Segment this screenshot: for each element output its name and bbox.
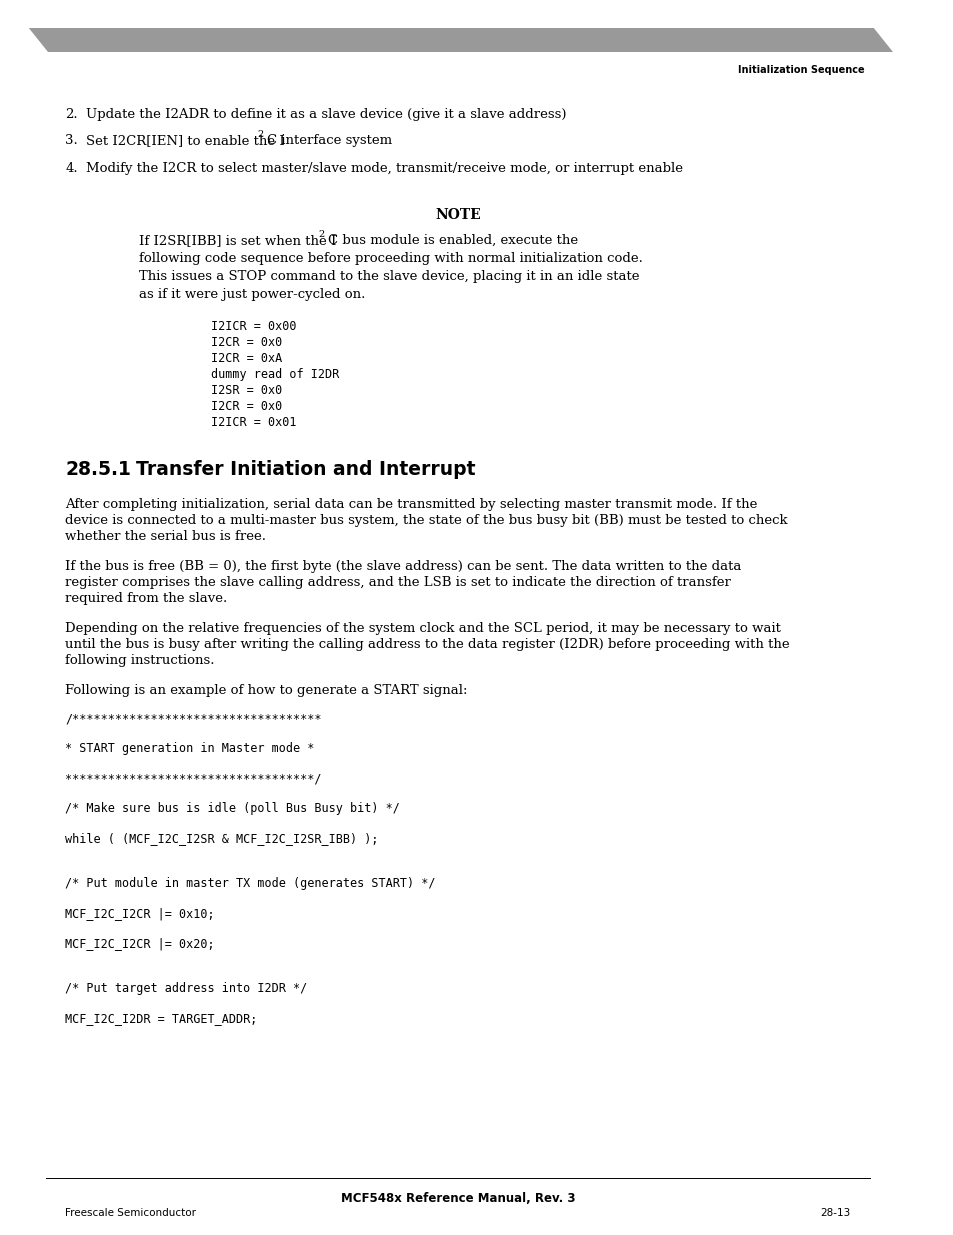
Text: I2SR = 0x0: I2SR = 0x0 <box>211 384 282 396</box>
Text: following instructions.: following instructions. <box>65 655 214 667</box>
Text: MCF_I2C_I2CR |= 0x20;: MCF_I2C_I2CR |= 0x20; <box>65 937 214 950</box>
Text: until the bus is busy after writing the calling address to the data register (I2: until the bus is busy after writing the … <box>65 638 789 651</box>
Text: After completing initialization, serial data can be transmitted by selecting mas: After completing initialization, serial … <box>65 498 757 511</box>
Text: If I2SR[IBB] is set when the I: If I2SR[IBB] is set when the I <box>139 233 336 247</box>
Text: whether the serial bus is free.: whether the serial bus is free. <box>65 530 266 543</box>
Text: I2CR = 0x0: I2CR = 0x0 <box>211 336 282 350</box>
Text: as if it were just power-cycled on.: as if it were just power-cycled on. <box>139 288 365 301</box>
Text: MCF_I2C_I2DR = TARGET_ADDR;: MCF_I2C_I2DR = TARGET_ADDR; <box>65 1011 257 1025</box>
Text: NOTE: NOTE <box>435 207 480 222</box>
Text: I2CR = 0xA: I2CR = 0xA <box>211 352 282 366</box>
Text: Depending on the relative frequencies of the system clock and the SCL period, it: Depending on the relative frequencies of… <box>65 622 781 635</box>
Text: Set I2CR[IEN] to enable the I: Set I2CR[IEN] to enable the I <box>87 135 285 147</box>
Text: Initialization Sequence: Initialization Sequence <box>737 65 863 75</box>
Text: dummy read of I2DR: dummy read of I2DR <box>211 368 339 382</box>
Text: 28-13: 28-13 <box>820 1208 850 1218</box>
Polygon shape <box>29 28 892 52</box>
Text: MCF548x Reference Manual, Rev. 3: MCF548x Reference Manual, Rev. 3 <box>340 1192 575 1205</box>
Text: C interface system: C interface system <box>267 135 392 147</box>
Text: while ( (MCF_I2C_I2SR & MCF_I2C_I2SR_IBB) );: while ( (MCF_I2C_I2SR & MCF_I2C_I2SR_IBB… <box>65 832 378 845</box>
Text: I2ICR = 0x01: I2ICR = 0x01 <box>211 416 296 429</box>
Text: /***********************************: /*********************************** <box>65 713 321 725</box>
Text: required from the slave.: required from the slave. <box>65 592 228 605</box>
Text: MCF_I2C_I2CR |= 0x10;: MCF_I2C_I2CR |= 0x10; <box>65 906 214 920</box>
Text: register comprises the slave calling address, and the LSB is set to indicate the: register comprises the slave calling add… <box>65 576 730 589</box>
Text: 2: 2 <box>257 130 263 140</box>
Text: /* Put target address into I2DR */: /* Put target address into I2DR */ <box>65 982 307 995</box>
Text: 28.5.1: 28.5.1 <box>65 459 131 479</box>
Text: 4.: 4. <box>65 162 78 175</box>
Text: Update the I2ADR to define it as a slave device (give it a slave address): Update the I2ADR to define it as a slave… <box>87 107 566 121</box>
Text: Transfer Initiation and Interrupt: Transfer Initiation and Interrupt <box>136 459 476 479</box>
Text: /* Make sure bus is idle (poll Bus Busy bit) */: /* Make sure bus is idle (poll Bus Busy … <box>65 802 399 815</box>
Text: Modify the I2CR to select master/slave mode, transmit/receive mode, or interrupt: Modify the I2CR to select master/slave m… <box>87 162 682 175</box>
Text: 2.: 2. <box>65 107 78 121</box>
Text: I2CR = 0x0: I2CR = 0x0 <box>211 400 282 412</box>
Text: If the bus is free (BB = 0), the first byte (the slave address) can be sent. The: If the bus is free (BB = 0), the first b… <box>65 559 740 573</box>
Text: device is connected to a multi-master bus system, the state of the bus busy bit : device is connected to a multi-master bu… <box>65 514 787 527</box>
Text: 3.: 3. <box>65 135 78 147</box>
Text: 2: 2 <box>318 230 325 240</box>
Text: ***********************************/: ***********************************/ <box>65 772 321 785</box>
Text: I2ICR = 0x00: I2ICR = 0x00 <box>211 320 296 333</box>
Text: C bus module is enabled, execute the: C bus module is enabled, execute the <box>328 233 578 247</box>
Text: /* Put module in master TX mode (generates START) */: /* Put module in master TX mode (generat… <box>65 877 436 890</box>
Text: * START generation in Master mode *: * START generation in Master mode * <box>65 742 314 755</box>
Text: Following is an example of how to generate a START signal:: Following is an example of how to genera… <box>65 684 467 697</box>
Text: following code sequence before proceeding with normal initialization code.: following code sequence before proceedin… <box>139 252 642 266</box>
Text: Freescale Semiconductor: Freescale Semiconductor <box>65 1208 196 1218</box>
Text: This issues a STOP command to the slave device, placing it in an idle state: This issues a STOP command to the slave … <box>139 270 639 283</box>
